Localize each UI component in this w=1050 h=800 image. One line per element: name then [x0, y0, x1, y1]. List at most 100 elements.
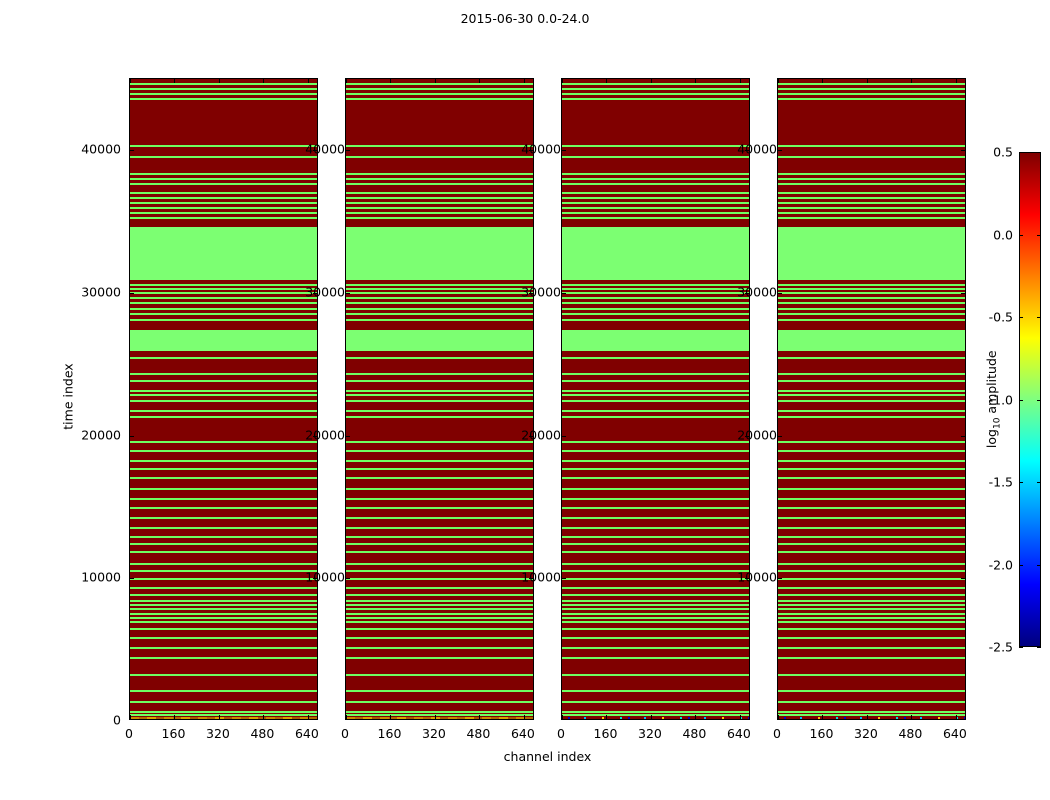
heatmap-stripe [562, 297, 749, 300]
heatmap-stripe [130, 608, 317, 611]
colorbar-tick-right [1037, 152, 1041, 153]
x-tick-label: 320 [854, 726, 878, 741]
heatmap-stripe [130, 616, 317, 619]
heatmap-panel-yy[interactable]: YY, ant V4 [345, 78, 534, 720]
heatmap-stripe [562, 569, 749, 572]
y-tick-label: 20000 [81, 427, 121, 443]
heatmap-stripe [346, 191, 533, 194]
heatmap-stripe [562, 288, 749, 290]
heatmap-stripe [346, 612, 533, 615]
x-tick-top [955, 79, 957, 83]
heatmap-stripe [346, 297, 533, 300]
heatmap-stripe [346, 173, 533, 176]
y-tick-right [745, 150, 749, 152]
heatmap-panel-xx[interactable]: XX, ant V4 [129, 78, 318, 720]
heatmap-stripe [562, 201, 749, 204]
heatmap-stripe [130, 714, 317, 716]
heatmap-stripe [778, 97, 965, 100]
heatmap-stripe [778, 468, 965, 471]
heatmap-stripe [130, 197, 317, 200]
heatmap-stripe [778, 288, 965, 290]
heatmap-stripe [130, 409, 317, 412]
heatmap-stripe [130, 689, 317, 692]
heatmap-bottom-row [346, 717, 533, 719]
x-tick-label: 640 [510, 726, 535, 741]
heatmap-stripe [562, 217, 749, 220]
x-tick-label: 480 [250, 726, 275, 741]
x-tick-label: 160 [809, 726, 834, 741]
heatmap-stripe [130, 191, 317, 194]
y-tick [562, 578, 566, 580]
colorbar-tick-right [1037, 647, 1041, 648]
x-tick-top [606, 79, 608, 83]
heatmap-stripe [130, 646, 317, 649]
heatmap-stripe [130, 628, 317, 631]
heatmap-stripe [562, 178, 749, 181]
heatmap-stripe [778, 201, 965, 204]
heatmap-bottom-row [778, 717, 965, 719]
heatmap-stripe [778, 302, 965, 305]
heatmap-image [778, 79, 965, 719]
x-tick-top [174, 79, 176, 83]
x-tick-top [479, 79, 481, 83]
heatmap-stripe [346, 711, 533, 713]
heatmap-stripe [778, 711, 965, 713]
heatmap-stripe [778, 415, 965, 418]
heatmap-stripe [562, 211, 749, 214]
y-tick-label: 40000 [81, 141, 121, 157]
colorbar-tick [1019, 399, 1023, 401]
heatmap-stripe [778, 526, 965, 529]
heatmap-stripe [346, 689, 533, 692]
heatmap-band [130, 227, 317, 281]
x-tick-top [866, 79, 868, 83]
heatmap-stripe [346, 507, 533, 509]
heatmap-stripe [130, 468, 317, 471]
x-tick-label: 320 [422, 726, 446, 741]
heatmap-stripe [778, 604, 965, 606]
x-tick-top [307, 79, 309, 83]
heatmap-band [346, 227, 533, 281]
heatmap-stripe [346, 372, 533, 375]
heatmap-stripe [778, 498, 965, 501]
y-tick-right [961, 578, 965, 580]
heatmap-stripe [346, 357, 533, 360]
heatmap-stripe [562, 599, 749, 602]
y-tick [562, 150, 566, 152]
heatmap-stripe [346, 288, 533, 290]
heatmap-stripe [778, 621, 965, 624]
heatmap-stripe [778, 507, 965, 509]
heatmap-stripe [130, 372, 317, 375]
x-tick-top [562, 79, 563, 83]
heatmap-stripe [778, 217, 965, 220]
heatmap-stripe [562, 468, 749, 471]
y-tick-right [529, 293, 533, 294]
heatmap-stripe [346, 535, 533, 538]
heatmap-stripe [778, 714, 965, 716]
x-tick-top [346, 79, 347, 83]
heatmap-stripe [130, 415, 317, 418]
x-tick-label: 480 [682, 726, 707, 741]
heatmap-stripe [778, 616, 965, 619]
heatmap-stripe [778, 535, 965, 538]
heatmap-stripe [778, 92, 965, 95]
x-tick [218, 715, 220, 719]
heatmap-stripe [346, 400, 533, 402]
heatmap-stripe [130, 307, 317, 310]
heatmap-stripe [346, 441, 533, 444]
y-tick [778, 293, 782, 294]
heatmap-stripe [346, 87, 533, 90]
y-tick [130, 435, 134, 437]
heatmap-stripe [130, 83, 317, 86]
heatmap-stripe [346, 459, 533, 462]
y-tick-right [313, 435, 317, 437]
heatmap-stripe [346, 217, 533, 220]
heatmap-stripe [130, 477, 317, 480]
x-tick-top [434, 79, 436, 83]
heatmap-stripe [130, 656, 317, 659]
heatmap-stripe [562, 628, 749, 631]
heatmap-stripe [562, 498, 749, 501]
heatmap-panel-yx[interactable]: YX, ant V4 [777, 78, 966, 720]
heatmap-stripe [562, 526, 749, 529]
heatmap-panel-xy[interactable]: XY, ant V4 [561, 78, 750, 720]
heatmap-stripe [346, 599, 533, 602]
